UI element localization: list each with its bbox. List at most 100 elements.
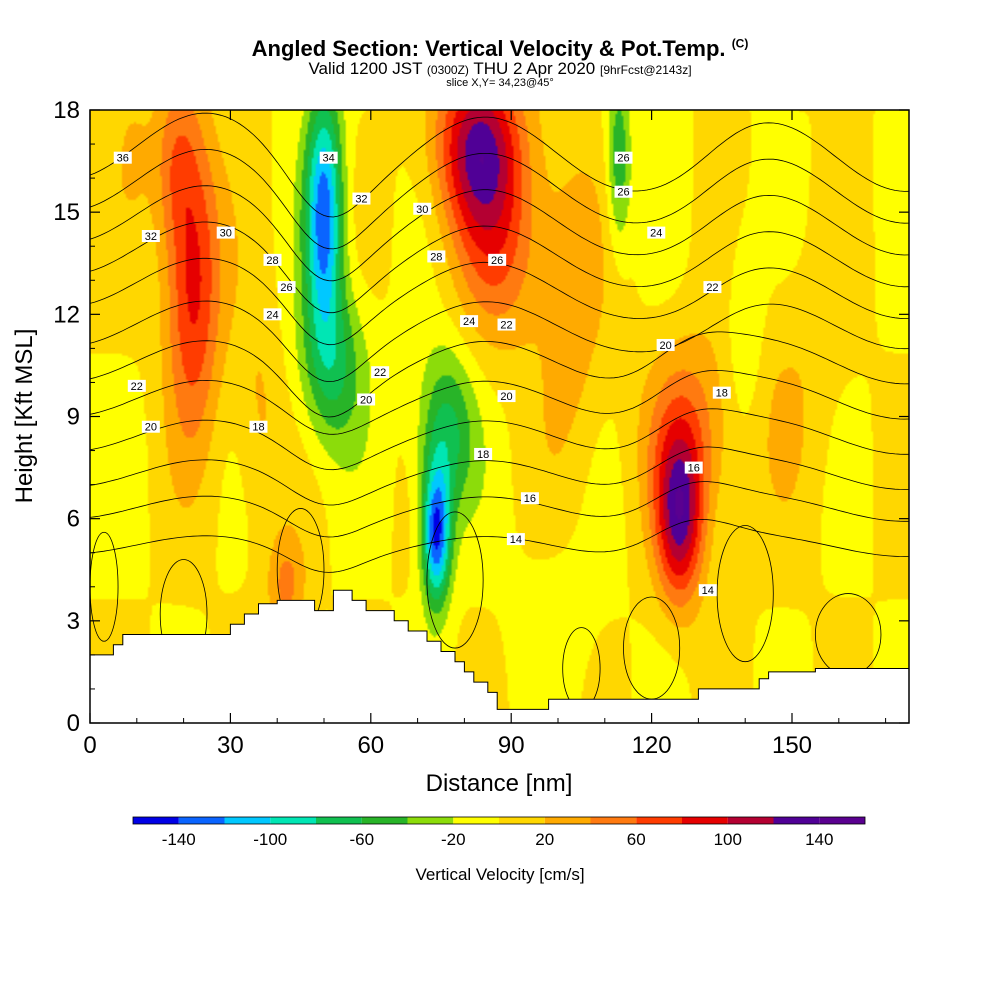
contour-label: 20 <box>497 390 516 403</box>
contour-label: 24 <box>647 226 666 240</box>
colorbar-swatch <box>727 817 774 824</box>
subtitle-utc: (0300Z) <box>426 63 469 77</box>
svg-text:30: 30 <box>220 228 232 240</box>
contour-label: 28 <box>263 253 282 267</box>
chart-subtitle: Valid 1200 JST (0300Z) THU 2 Apr 2020 [9… <box>0 59 1000 79</box>
contour-label: 22 <box>127 379 146 393</box>
x-axis: 0 30 60 90 120 150 <box>83 110 887 759</box>
colorbar-swatch <box>682 817 728 824</box>
contour-label: 26 <box>614 151 633 165</box>
colorbar-swatch <box>590 817 637 824</box>
svg-text:26: 26 <box>491 255 503 267</box>
colorbar-swatch <box>499 817 545 824</box>
svg-text:18: 18 <box>716 388 728 400</box>
colorbar-swatch <box>316 817 362 824</box>
svg-text:22: 22 <box>131 381 143 393</box>
contour-label: 14 <box>698 584 717 597</box>
x-tick-label: 150 <box>772 732 812 759</box>
contour-label: 14 <box>506 533 525 546</box>
contour-label: 22 <box>703 281 722 294</box>
svg-text:22: 22 <box>374 367 386 379</box>
colorbar-tick-label: -60 <box>349 830 374 849</box>
svg-text:14: 14 <box>702 585 714 597</box>
colorbar-swatch <box>224 817 271 824</box>
contour-label: 24 <box>263 308 282 321</box>
svg-text:36: 36 <box>117 153 129 165</box>
contour-label: 22 <box>371 366 390 379</box>
low-level-contour <box>426 511 484 649</box>
colorbar-tick-label: -20 <box>441 830 466 849</box>
svg-text:18: 18 <box>252 422 264 434</box>
plot-area: 36 34 32 30 32 30 28 26 24 28 26 24 22 26 26 24 22 20 22 20… <box>89 109 910 724</box>
chart-title: Angled Section: Vertical Velocity & Pot.… <box>251 36 749 61</box>
x-tick-label: 90 <box>498 732 525 759</box>
potential-temperature-contours <box>90 112 909 710</box>
theta-contour <box>90 331 909 418</box>
svg-text:28: 28 <box>430 251 442 263</box>
contour-label: 26 <box>277 281 296 294</box>
svg-text:26: 26 <box>617 153 629 165</box>
contour-label: 30 <box>216 226 235 240</box>
contour-label: 16 <box>684 461 703 475</box>
contour-label: 32 <box>141 230 160 243</box>
y-tick-label: 0 <box>67 710 80 737</box>
vertical-velocity-field <box>90 110 909 723</box>
y-tick-label: 18 <box>53 97 80 124</box>
contour-label: 26 <box>488 253 507 267</box>
contour-label: 20 <box>656 338 675 352</box>
svg-text:26: 26 <box>280 282 292 294</box>
svg-text:16: 16 <box>688 463 700 475</box>
theta-contour <box>90 481 909 538</box>
svg-text:22: 22 <box>706 282 718 294</box>
x-tick-label: 30 <box>217 732 244 759</box>
contour-label: 20 <box>357 393 376 406</box>
contour-label: 20 <box>141 420 160 434</box>
colorbar-swatch <box>270 817 317 824</box>
svg-text:34: 34 <box>323 153 335 165</box>
svg-text:24: 24 <box>463 316 475 328</box>
svg-text:18: 18 <box>477 449 489 461</box>
theta-contour <box>90 148 909 250</box>
colorbar-tick-label: -100 <box>253 830 287 849</box>
x-axis-label: Distance [nm] <box>426 770 573 797</box>
colorbar-swatch <box>453 817 500 824</box>
svg-text:20: 20 <box>145 422 157 434</box>
colorbar-swatch <box>178 817 225 824</box>
svg-text:20: 20 <box>500 391 512 403</box>
theta-contour <box>90 221 909 314</box>
colorbar-swatch <box>133 817 179 824</box>
contour-label: 36 <box>113 151 132 165</box>
svg-text:32: 32 <box>355 194 367 206</box>
subtitle-date: THU 2 Apr 2020 <box>473 59 596 78</box>
svg-text:22: 22 <box>500 320 512 332</box>
contour-label: 24 <box>460 315 479 328</box>
theta-contour <box>90 300 909 383</box>
x-tick-label: 120 <box>632 732 672 759</box>
contour-label: 18 <box>249 420 268 434</box>
colorbar-swatch <box>819 817 866 824</box>
colorbar-label: Vertical Velocity [cm/s] <box>415 865 584 884</box>
svg-text:24: 24 <box>266 309 278 321</box>
subtitle-valid: Valid 1200 JST <box>308 59 423 78</box>
contour-label: 30 <box>413 202 432 216</box>
low-level-contour <box>716 525 774 663</box>
contour-label: 16 <box>520 492 539 505</box>
colorbar-tick-label: 100 <box>714 830 742 849</box>
theta-contour <box>90 446 909 506</box>
y-tick-label: 3 <box>67 608 80 635</box>
contour-label: 28 <box>427 250 446 263</box>
terrain-mask <box>90 589 909 723</box>
svg-text:24: 24 <box>650 228 662 240</box>
svg-text:28: 28 <box>266 255 278 267</box>
colorbar-swatch <box>407 817 454 824</box>
svg-text:32: 32 <box>145 231 157 243</box>
theta-contour <box>90 369 909 435</box>
svg-text:20: 20 <box>360 394 372 406</box>
contour-label: 34 <box>319 151 338 165</box>
svg-text:16: 16 <box>524 493 536 505</box>
colorbar-swatch <box>544 817 591 824</box>
slice-label: slice X,Y= 34,23@45° <box>446 77 554 89</box>
theta-contour <box>90 518 909 573</box>
